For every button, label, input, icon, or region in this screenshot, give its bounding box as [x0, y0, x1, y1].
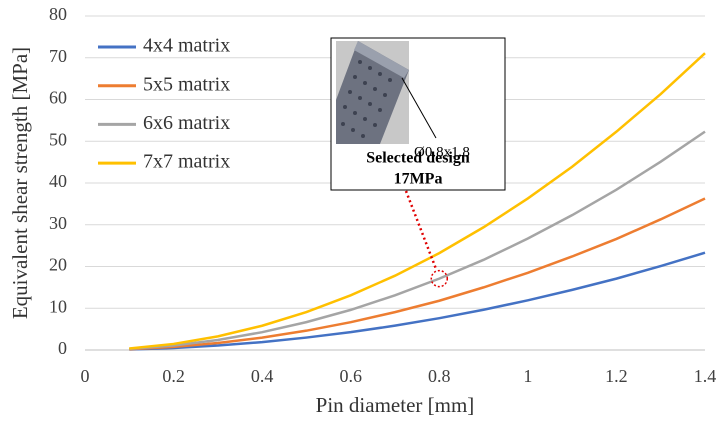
chart: 0 10 20 30 40 50 60 70 80 0 0.2 0.4 0.6 0.8 1 1.2 1.4 Pi…: [0, 0, 716, 423]
pointer-line: [406, 191, 436, 270]
annotation-pointer: [406, 191, 447, 287]
annotation-title: Selected design: [366, 150, 470, 167]
y-axis-title: Equivalent shear strength [MPa]: [8, 47, 32, 319]
series-line: [129, 198, 705, 349]
y-tick-label: 60: [49, 88, 67, 108]
annotation: Ø0.8x1.8 Selected design 17MPa: [331, 38, 505, 190]
x-tick-label: 0.6: [339, 366, 362, 386]
y-tick-label: 30: [49, 213, 67, 233]
y-tick-label: 50: [49, 129, 67, 149]
y-tick-label: 40: [49, 171, 67, 191]
x-tick-label: 1.2: [605, 366, 628, 386]
series-line: [129, 253, 705, 350]
y-tick-label: 80: [49, 4, 67, 24]
y-tick-label: 20: [49, 255, 67, 275]
x-tick-label: 0.4: [251, 366, 274, 386]
legend-label: 6x6 matrix: [143, 112, 230, 134]
y-tick-label: 10: [49, 296, 67, 316]
y-tick-label: 70: [49, 46, 67, 66]
x-tick-label: 0.2: [162, 366, 185, 386]
y-tick-label: 0: [58, 338, 67, 358]
annotation-value: 17MPa: [394, 171, 443, 188]
x-axis-title: Pin diameter [mm]: [316, 393, 475, 417]
page: {"chart_data": {"type": "line", "x_label…: [0, 0, 716, 423]
legend-label: 4x4 matrix: [143, 35, 230, 57]
x-tick-label: 1: [523, 366, 532, 386]
legend: 4x4 matrix 5x5 matrix 6x6 matrix 7x7 matrix: [98, 35, 230, 173]
legend-label: 5x5 matrix: [143, 73, 230, 95]
x-tick-label: 0: [81, 366, 90, 386]
x-tick-label: 0.8: [428, 366, 451, 386]
legend-label: 7x7 matrix: [143, 151, 230, 173]
x-tick-label: 1.4: [694, 366, 716, 386]
